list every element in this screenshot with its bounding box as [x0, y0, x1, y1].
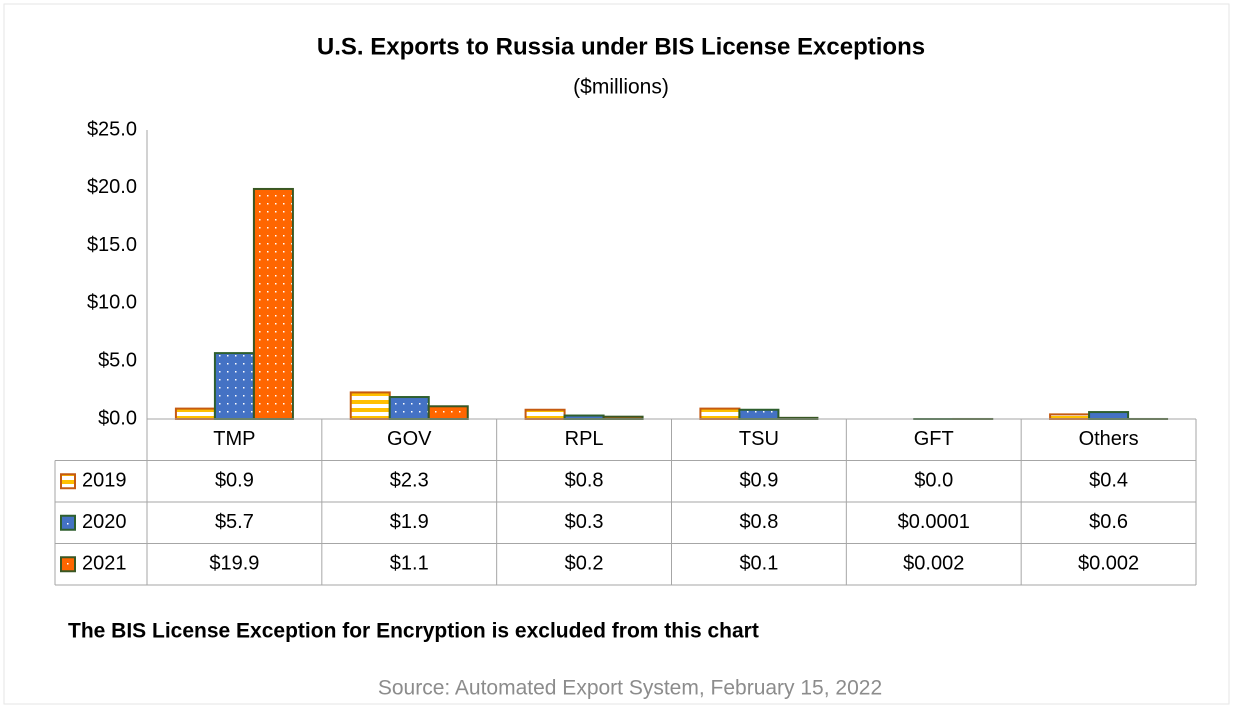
frame	[3, 3, 1230, 705]
source: Source: Automated Export System, Februar…	[378, 677, 882, 700]
bar	[427, 405, 469, 420]
bar	[252, 187, 294, 420]
y-tick-label: $10.0	[87, 292, 137, 314]
table-cell: $0.4	[1089, 470, 1128, 492]
table-cell: $0.9	[739, 470, 778, 492]
table-cell: $0.2	[565, 553, 604, 575]
chart-subtitle: ($millions)	[573, 76, 669, 99]
x-tick-label: GFT	[914, 428, 954, 450]
legend-label: 2020	[82, 511, 127, 533]
table-cell: $0.8	[565, 470, 604, 492]
table-cell: $0.9	[215, 470, 254, 492]
table-cell: $1.1	[390, 553, 429, 575]
legend-label: 2019	[82, 470, 127, 492]
bar	[524, 408, 566, 421]
bar	[738, 408, 780, 421]
table-cell: $0.002	[1078, 553, 1139, 575]
y-tick-label: $20.0	[87, 176, 137, 198]
table-cell: $19.9	[209, 553, 259, 575]
bar	[1088, 411, 1130, 420]
y-tick-label: $25.0	[87, 118, 137, 140]
note: The BIS License Exception for Encryption…	[68, 620, 759, 643]
bar	[563, 414, 605, 421]
bar	[213, 352, 255, 420]
x-tick-label: RPL	[565, 428, 604, 450]
table-cell: $0.1	[739, 553, 778, 575]
table-cell: $0.6	[1089, 511, 1128, 533]
table-cell: $0.0	[914, 470, 953, 492]
x-tick-label: GOV	[387, 428, 432, 450]
legend-key	[60, 556, 76, 573]
x-tick-label: Others	[1079, 428, 1139, 450]
x-tick-label: TSU	[739, 428, 779, 450]
bar	[1049, 413, 1091, 421]
legend-key	[60, 514, 76, 531]
x-tick-label: TMP	[213, 428, 255, 450]
y-tick-label: $5.0	[98, 349, 137, 371]
y-tick-label: $0.0	[98, 407, 137, 429]
legend-key	[60, 473, 76, 490]
bar	[388, 396, 430, 421]
table-cell: $0.002	[903, 553, 964, 575]
chart-title: U.S. Exports to Russia under BIS License…	[317, 33, 925, 60]
table-cell: $0.0001	[898, 511, 970, 533]
table-cell: $0.8	[739, 511, 778, 533]
table-cell: $0.3	[565, 511, 604, 533]
y-tick-label: $15.0	[87, 234, 137, 256]
legend-label: 2021	[82, 553, 127, 575]
table-cell: $1.9	[390, 511, 429, 533]
bar	[349, 391, 391, 420]
table-cell: $2.3	[390, 470, 429, 492]
table-cell: $5.7	[215, 511, 254, 533]
bar	[699, 407, 741, 421]
bar	[174, 407, 216, 421]
